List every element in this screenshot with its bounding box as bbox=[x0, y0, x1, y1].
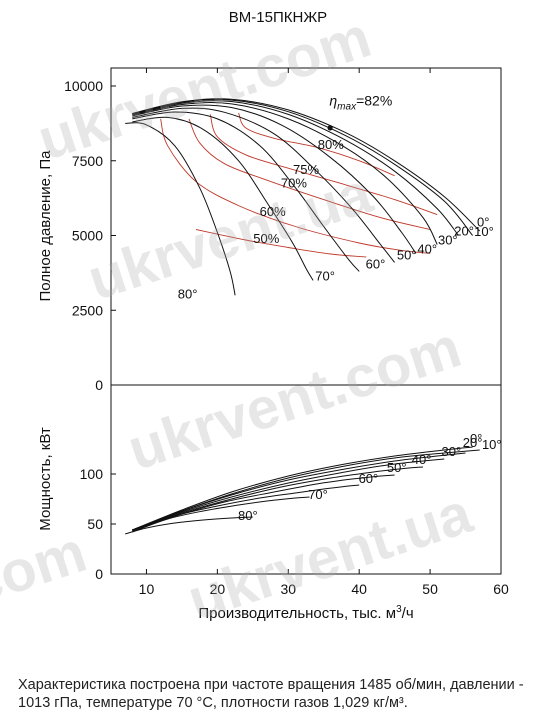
x-tick-label: 30 bbox=[280, 581, 296, 597]
power-curve-label: 10° bbox=[482, 437, 502, 452]
x-axis-label-main: Производительность, тыс. м bbox=[198, 605, 396, 622]
x-axis-label: Производительность, тыс. м3/ч bbox=[198, 604, 413, 622]
eta-max-point bbox=[327, 125, 333, 131]
efficiency-label: 75% bbox=[293, 162, 319, 177]
pressure-tick-label: 2500 bbox=[72, 302, 103, 318]
power-curve-label: 20° bbox=[463, 435, 483, 450]
pressure-curve bbox=[132, 98, 481, 232]
eta-max-label: ηmax=82% bbox=[329, 92, 392, 112]
pressure-curve-label: 10° bbox=[474, 224, 494, 239]
power-tick-label: 50 bbox=[87, 516, 103, 532]
pressure-curve-label: 40° bbox=[417, 241, 437, 256]
power-axis-ticks: 0 50 100 bbox=[80, 466, 116, 582]
eta-max-marker: ηmax=82% bbox=[327, 92, 392, 131]
power-curve-label: 80° bbox=[238, 508, 258, 523]
x-tick-label: 40 bbox=[351, 581, 367, 597]
power-curve bbox=[132, 466, 424, 531]
pressure-curve-label: 0° bbox=[477, 215, 489, 230]
power-curve-label: 30° bbox=[442, 444, 462, 459]
pressure-curve bbox=[132, 107, 395, 263]
efficiency-label: 80% bbox=[318, 137, 344, 152]
power-curve-label: 50° bbox=[387, 460, 407, 475]
pressure-curve-label: 80° bbox=[178, 286, 198, 301]
power-curve bbox=[132, 458, 445, 531]
pressure-curve-label: 20° bbox=[454, 224, 474, 239]
x-tick-label: 20 bbox=[210, 581, 226, 597]
power-curve bbox=[125, 516, 253, 535]
efficiency-contours: 50%60%70%75%80% bbox=[160, 112, 438, 258]
power-curves: 0° 10°20°30° 40° 50° 60° 70° 80° bbox=[125, 431, 502, 535]
power-curve bbox=[132, 446, 473, 531]
pressure-tick-label: 7500 bbox=[72, 153, 103, 169]
power-curve-label: 0° bbox=[470, 431, 482, 446]
pressure-axis-label: Полное давление, Па bbox=[37, 150, 54, 302]
pressure-curves: 0°10°20°30°40°50° 60° 70° 80° bbox=[125, 98, 494, 301]
pressure-curve bbox=[132, 100, 459, 236]
efficiency-label: 70% bbox=[281, 176, 307, 191]
power-curve bbox=[132, 452, 466, 531]
pressure-curve bbox=[132, 111, 360, 272]
x-tick-label: 60 bbox=[493, 581, 509, 597]
efficiency-contour-50 bbox=[196, 229, 367, 258]
pressure-curve bbox=[132, 98, 473, 236]
pressure-curve-label: 50° bbox=[397, 247, 417, 262]
power-curve-label: 40° bbox=[412, 452, 432, 467]
efficiency-label: 50% bbox=[253, 231, 279, 246]
efficiency-contour-80 bbox=[238, 112, 395, 177]
efficiency-contour-70 bbox=[188, 118, 431, 230]
x-tick-label: 10 bbox=[139, 581, 155, 597]
pressure-axis-ticks: 0 2500 5000 7500 10000 bbox=[64, 78, 116, 393]
power-plot-frame bbox=[110, 384, 502, 575]
power-axis-label: Мощность, кВт bbox=[37, 427, 54, 531]
power-tick-label: 100 bbox=[80, 466, 104, 482]
pressure-tick-label: 5000 bbox=[72, 228, 103, 244]
pressure-tick-label: 10000 bbox=[64, 78, 103, 94]
x-tick-label: 50 bbox=[422, 581, 438, 597]
pressure-curve-label: 60° bbox=[366, 256, 386, 271]
pressure-curve bbox=[132, 104, 417, 254]
pressure-curve bbox=[132, 116, 314, 281]
pressure-curve-label: 70° bbox=[315, 268, 335, 283]
x-axis-label-tail: /ч bbox=[402, 605, 414, 622]
efficiency-contour-75 bbox=[209, 114, 438, 216]
power-tick-label: 0 bbox=[95, 566, 103, 582]
power-curve-label: 60° bbox=[359, 471, 379, 486]
power-curve bbox=[132, 484, 360, 532]
x-axis-ticks: 10 20 30 40 50 60 bbox=[139, 68, 509, 597]
chart-footnote: Характеристика построена при частоте вра… bbox=[18, 677, 524, 711]
x-axis-label-sup: 3 bbox=[396, 604, 402, 615]
chart-title: ВМ-15ПКНЖР bbox=[229, 9, 327, 26]
pressure-curve-label: 30° bbox=[438, 232, 458, 247]
pressure-curve bbox=[132, 102, 438, 245]
efficiency-contour-60 bbox=[160, 118, 431, 254]
pressure-tick-label: 0 bbox=[95, 377, 103, 393]
power-curve-label: 70° bbox=[308, 487, 328, 502]
pressure-curve bbox=[125, 122, 236, 296]
power-curve bbox=[132, 496, 310, 533]
